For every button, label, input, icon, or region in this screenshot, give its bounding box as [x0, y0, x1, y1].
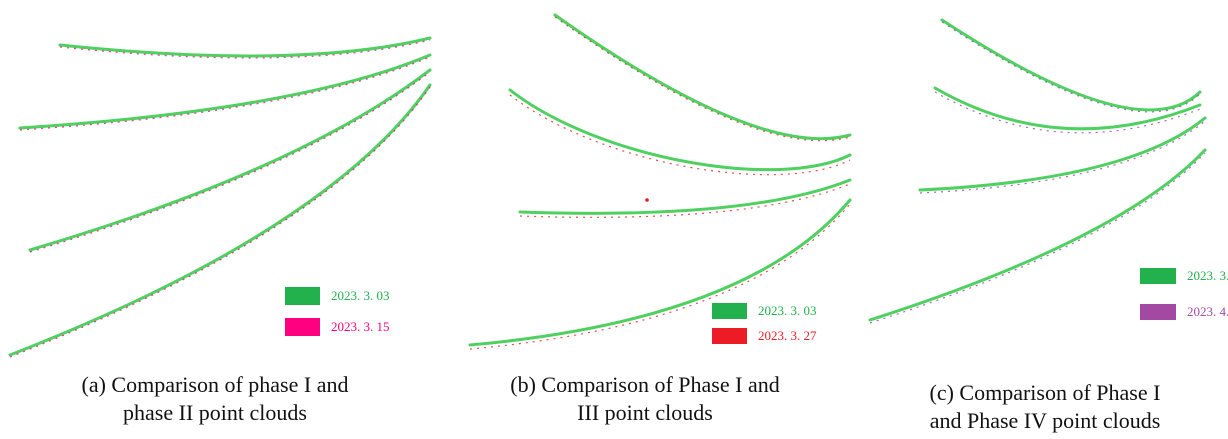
caption: and Phase IV point clouds — [930, 408, 1161, 433]
figure: 2023. 3. 03 2023. 3. 15 (a) Comparison of … — [0, 0, 1228, 439]
caption: (a) Comparison of phase I and — [82, 372, 349, 397]
legend-label: 2023. 3. 03 — [331, 288, 390, 303]
point-cloud-b — [470, 15, 850, 349]
legend-swatch — [285, 318, 320, 336]
caption: (b) Comparison of Phase I and — [510, 372, 779, 397]
caption: III point clouds — [577, 400, 713, 425]
point-cloud-a — [10, 38, 430, 357]
legend-label: 2023. 3. 15 — [331, 319, 390, 334]
legend-swatch — [285, 287, 320, 305]
legend-swatch — [712, 328, 747, 344]
legend-swatch — [712, 303, 747, 319]
caption: (c) Comparison of Phase I — [930, 380, 1161, 405]
legend-label: 2023. 3. 03 — [1187, 268, 1228, 283]
legend-swatch — [1140, 268, 1176, 284]
legend-label: 2023. 3. 27 — [758, 328, 817, 343]
legend-label: 2023. 4. 03 — [1187, 304, 1228, 319]
legend-swatch — [1140, 304, 1176, 320]
caption: phase II point clouds — [123, 400, 307, 425]
legend-label: 2023. 3. 03 — [758, 303, 817, 318]
